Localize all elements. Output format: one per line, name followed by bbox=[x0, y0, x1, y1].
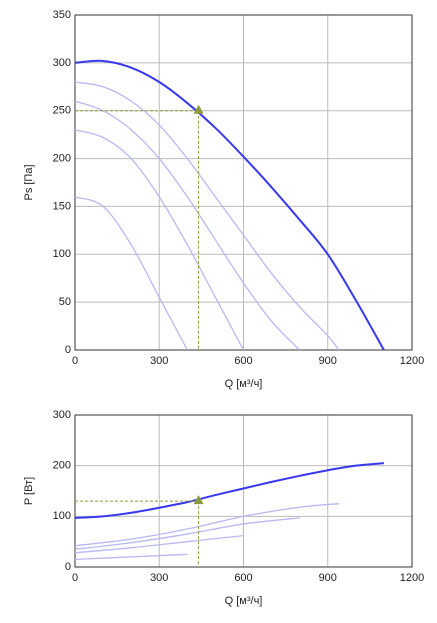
series-line bbox=[74, 196, 188, 351]
x-tick-label: 300 bbox=[150, 355, 168, 367]
x-tick-label: 0 bbox=[72, 572, 78, 584]
y-tick-label: 100 bbox=[53, 510, 71, 522]
series-line bbox=[74, 503, 340, 547]
x-tick-label: 600 bbox=[234, 572, 252, 584]
x-tick-label: 600 bbox=[234, 355, 252, 367]
y-tick-label: 200 bbox=[53, 152, 71, 164]
series-line bbox=[74, 129, 245, 351]
y-tick-label: 0 bbox=[65, 344, 71, 356]
x-tick-label: 900 bbox=[319, 572, 337, 584]
y-tick-label: 300 bbox=[53, 57, 71, 69]
y-tick-label: 150 bbox=[53, 200, 71, 212]
y-tick-label: 0 bbox=[65, 561, 71, 573]
y-tick-label: 300 bbox=[53, 409, 71, 421]
x-axis-label: Q [м³/ч] bbox=[225, 378, 263, 390]
x-tick-label: 900 bbox=[319, 355, 337, 367]
series-line bbox=[74, 517, 300, 550]
series-line bbox=[74, 81, 340, 351]
y-tick-label: 200 bbox=[53, 460, 71, 472]
x-tick-label: 300 bbox=[150, 572, 168, 584]
series-line bbox=[74, 100, 301, 351]
y-tick-label: 350 bbox=[53, 9, 71, 21]
y-tick-label: 50 bbox=[59, 296, 71, 308]
y-axis-label: Ps [Па] bbox=[23, 164, 35, 200]
operating-point bbox=[193, 104, 204, 114]
series-line bbox=[74, 534, 244, 554]
x-tick-label: 1200 bbox=[400, 572, 424, 584]
x-tick-label: 0 bbox=[72, 355, 78, 367]
x-tick-label: 1200 bbox=[400, 355, 424, 367]
plot-frame bbox=[74, 414, 413, 568]
y-tick-label: 250 bbox=[53, 105, 71, 117]
operating-point bbox=[193, 495, 204, 505]
y-tick-label: 100 bbox=[53, 248, 71, 260]
series-line bbox=[74, 59, 385, 351]
series-line bbox=[74, 553, 188, 561]
series-line bbox=[74, 462, 385, 519]
x-axis-label: Q [м³/ч] bbox=[225, 595, 263, 607]
y-axis-label: P [Вт] bbox=[23, 477, 35, 505]
